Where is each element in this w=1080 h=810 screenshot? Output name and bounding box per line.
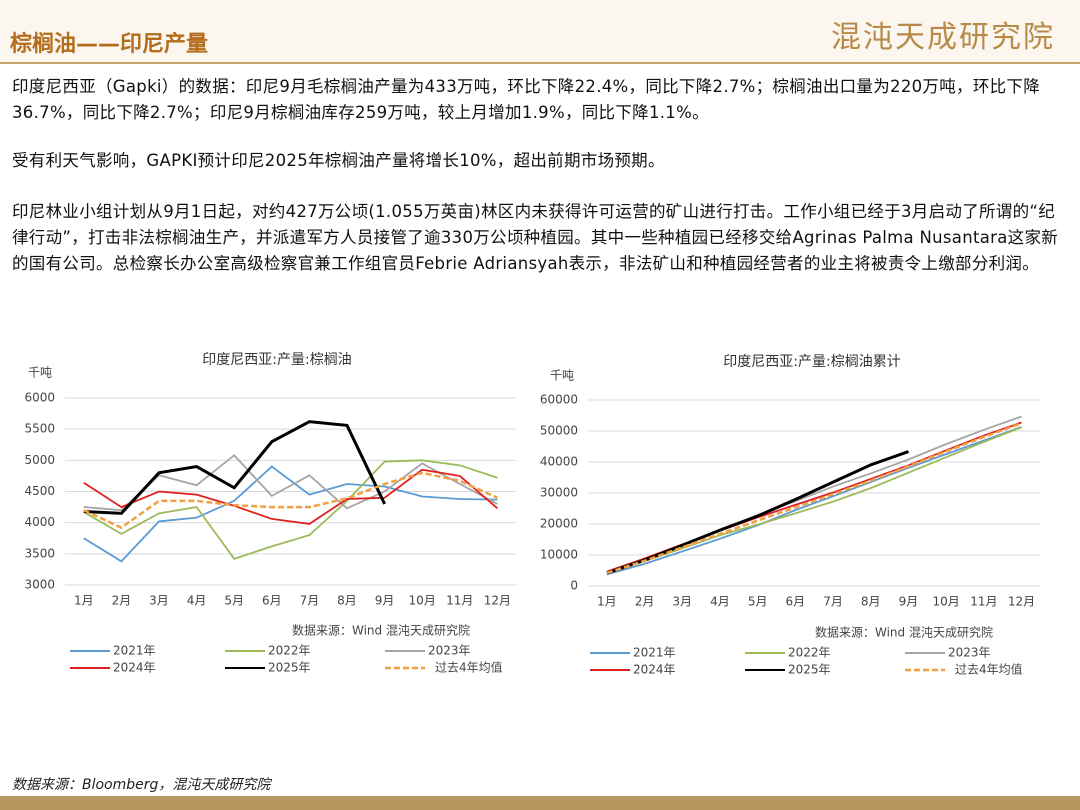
y-unit: 千吨	[550, 369, 574, 383]
series-line	[83, 471, 498, 530]
legend-label: 2025年	[788, 663, 831, 677]
y-tick-label: 3500	[24, 546, 55, 560]
x-tick-label: 11月	[970, 595, 997, 609]
chart-title: 印度尼西亚:产量:棕榈油累计	[723, 354, 900, 370]
y-unit: 千吨	[28, 366, 52, 380]
y-tick-label: 50000	[540, 424, 578, 438]
x-tick-label: 12月	[484, 594, 511, 608]
x-tick-label: 8月	[337, 594, 357, 608]
legend-label: 2022年	[268, 644, 311, 658]
series-line	[83, 468, 498, 525]
legend-label: 2024年	[113, 661, 156, 675]
paragraph: 印度尼西亚（Gapki）的数据：印尼9月毛棕榈油产量为433万吨，环比下降22.…	[12, 77, 1041, 122]
x-tick-label: 7月	[300, 594, 320, 608]
x-tick-label: 5月	[224, 594, 244, 608]
series-line	[83, 454, 498, 512]
x-tick-label: 9月	[375, 594, 395, 608]
x-tick-label: 6月	[786, 595, 806, 609]
x-tick-label: 3月	[672, 595, 692, 609]
legend-label: 2021年	[113, 644, 156, 658]
legend-label: 2023年	[428, 644, 471, 658]
x-tick-label: 11月	[446, 594, 473, 608]
x-tick-label: 5月	[748, 595, 768, 609]
page-title: 棕榈油——印尼产量	[10, 32, 209, 57]
x-tick-label: 4月	[187, 594, 207, 608]
y-tick-label: 4500	[24, 484, 55, 498]
series-line	[606, 422, 1022, 575]
legend-label: 2025年	[268, 661, 311, 675]
x-tick-label: 10月	[933, 595, 960, 609]
y-tick-label: 5500	[24, 422, 55, 436]
y-tick-label: 4000	[24, 515, 55, 529]
chart-title: 印度尼西亚:产量:棕榈油	[202, 352, 351, 368]
paragraph: 受有利天气影响，GAPKI预计印尼2025年棕榈油产量将增长10%，超出前期市场…	[12, 151, 665, 170]
legend-label: 2023年	[948, 646, 991, 660]
y-tick-label: 60000	[540, 393, 578, 407]
footer-source: 数据来源：Bloomberg，混沌天成研究院	[12, 777, 271, 793]
y-tick-label: 5000	[24, 453, 55, 467]
source-note: 数据来源：Wind 混沌天成研究院	[815, 625, 993, 640]
x-tick-label: 9月	[899, 595, 919, 609]
series-line	[606, 426, 1022, 576]
series-line	[83, 459, 498, 560]
legend-label: 2024年	[633, 663, 676, 677]
legend-label: 2022年	[788, 646, 831, 660]
x-tick-label: 12月	[1008, 595, 1035, 609]
header-rule	[0, 62, 1080, 64]
y-tick-label: 10000	[540, 548, 578, 562]
header-bar	[0, 0, 1080, 62]
source-note: 数据来源：Wind 混沌天成研究院	[292, 623, 470, 638]
series-line	[83, 465, 498, 563]
x-tick-label: 4月	[710, 595, 730, 609]
x-tick-label: 1月	[597, 595, 617, 609]
paragraph: 印尼林业小组计划从9月1日起，对约427万公顷(1.055万英亩)林区内未获得许…	[12, 202, 1059, 273]
series-line	[83, 420, 386, 515]
y-tick-label: 30000	[540, 486, 578, 500]
x-tick-label: 6月	[262, 594, 282, 608]
x-tick-label: 8月	[861, 595, 881, 609]
x-tick-label: 1月	[74, 594, 94, 608]
y-tick-label: 3000	[24, 578, 55, 592]
legend-label: 过去4年均值	[955, 662, 1023, 677]
y-tick-label: 0	[570, 579, 578, 593]
footer-bar	[0, 796, 1080, 810]
x-tick-label: 2月	[635, 595, 655, 609]
series-line	[606, 450, 909, 575]
y-tick-label: 20000	[540, 517, 578, 531]
x-tick-label: 3月	[149, 594, 169, 608]
logo: 混沌天成研究院	[831, 20, 1055, 55]
y-tick-label: 6000	[24, 391, 55, 405]
y-tick-label: 40000	[540, 455, 578, 469]
legend-label: 2021年	[633, 646, 676, 660]
legend-label: 过去4年均值	[435, 660, 503, 675]
x-tick-label: 10月	[409, 594, 436, 608]
x-tick-label: 7月	[823, 595, 843, 609]
x-tick-label: 2月	[112, 594, 132, 608]
